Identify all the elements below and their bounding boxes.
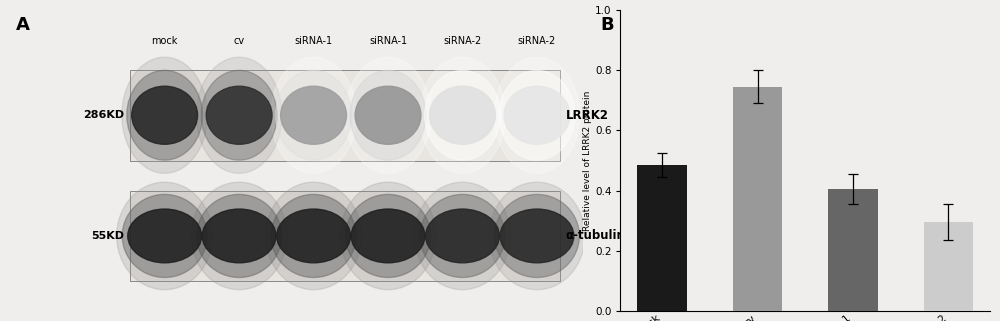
Ellipse shape bbox=[122, 57, 207, 173]
Ellipse shape bbox=[196, 57, 282, 173]
Ellipse shape bbox=[345, 57, 431, 173]
Ellipse shape bbox=[271, 195, 356, 277]
FancyBboxPatch shape bbox=[130, 70, 560, 160]
Ellipse shape bbox=[430, 86, 495, 144]
Ellipse shape bbox=[420, 195, 505, 277]
Text: siRNA-1: siRNA-1 bbox=[295, 36, 333, 46]
Ellipse shape bbox=[191, 182, 287, 290]
Ellipse shape bbox=[266, 182, 362, 290]
Ellipse shape bbox=[489, 182, 585, 290]
Ellipse shape bbox=[346, 195, 430, 277]
Text: 55KD: 55KD bbox=[92, 231, 125, 241]
Ellipse shape bbox=[132, 86, 198, 144]
Text: siRNA-2: siRNA-2 bbox=[518, 36, 556, 46]
Ellipse shape bbox=[201, 70, 277, 160]
Text: 286KD: 286KD bbox=[83, 110, 125, 120]
Ellipse shape bbox=[504, 86, 570, 144]
Ellipse shape bbox=[495, 195, 579, 277]
Text: α-tubulin: α-tubulin bbox=[566, 230, 625, 242]
Bar bbox=[637, 165, 687, 311]
Ellipse shape bbox=[128, 209, 202, 263]
Ellipse shape bbox=[494, 57, 580, 173]
Text: cv: cv bbox=[234, 36, 245, 46]
Text: mock: mock bbox=[151, 36, 178, 46]
Ellipse shape bbox=[340, 182, 436, 290]
Bar bbox=[924, 222, 973, 311]
Ellipse shape bbox=[202, 209, 276, 263]
Ellipse shape bbox=[500, 209, 574, 263]
Ellipse shape bbox=[420, 57, 505, 173]
Ellipse shape bbox=[351, 209, 425, 263]
Y-axis label: Relative level of LRRK2 protein: Relative level of LRRK2 protein bbox=[583, 90, 592, 231]
Ellipse shape bbox=[271, 57, 356, 173]
FancyBboxPatch shape bbox=[130, 191, 560, 281]
Text: siRNA-2: siRNA-2 bbox=[443, 36, 482, 46]
Ellipse shape bbox=[117, 182, 213, 290]
Text: siRNA-1: siRNA-1 bbox=[369, 36, 407, 46]
Ellipse shape bbox=[122, 195, 207, 277]
Text: LRRK2: LRRK2 bbox=[566, 109, 609, 122]
Ellipse shape bbox=[277, 209, 350, 263]
Bar bbox=[828, 189, 878, 311]
Text: B: B bbox=[600, 16, 614, 34]
Ellipse shape bbox=[197, 195, 282, 277]
Ellipse shape bbox=[425, 70, 500, 160]
Text: A: A bbox=[16, 16, 30, 34]
Ellipse shape bbox=[350, 70, 426, 160]
Bar bbox=[733, 87, 782, 311]
Ellipse shape bbox=[281, 86, 347, 144]
Ellipse shape bbox=[499, 70, 575, 160]
Ellipse shape bbox=[355, 86, 421, 144]
Ellipse shape bbox=[127, 70, 203, 160]
Ellipse shape bbox=[206, 86, 272, 144]
Ellipse shape bbox=[276, 70, 351, 160]
Ellipse shape bbox=[415, 182, 510, 290]
Ellipse shape bbox=[426, 209, 499, 263]
